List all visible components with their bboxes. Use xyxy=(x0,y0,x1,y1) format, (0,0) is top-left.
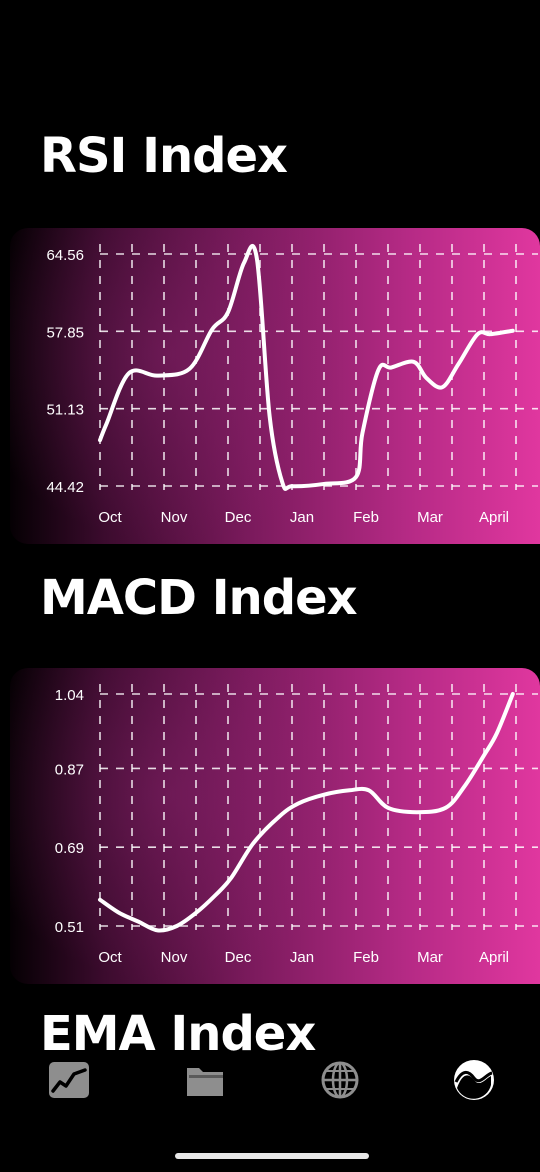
rsi-data-point xyxy=(280,481,284,485)
rsi-data-point xyxy=(322,482,326,486)
macd-data-point xyxy=(98,898,102,902)
tab-globe[interactable] xyxy=(318,1058,362,1102)
macd-data-point xyxy=(175,924,179,928)
macd-x-tick-label: Jan xyxy=(290,949,314,966)
rsi-x-tick-label: Jan xyxy=(290,509,314,526)
globe-icon xyxy=(321,1061,359,1099)
macd-data-point xyxy=(194,911,198,915)
tab-indicators[interactable] xyxy=(452,1058,496,1102)
rsi-y-tick-label: 57.85 xyxy=(46,324,84,341)
rsi-chart-card[interactable]: 64.56 57.85 51.13 44.42 Oct Nov Dec Jan Feb Mar Ap… xyxy=(10,228,540,544)
macd-y-tick-label: 0.69 xyxy=(55,840,84,857)
macd-x-tick-label: Mar xyxy=(417,949,443,966)
rsi-data-point xyxy=(488,332,492,336)
macd-data-point xyxy=(367,788,371,792)
macd-data-point xyxy=(156,928,160,932)
rsi-data-point xyxy=(242,261,246,265)
macd-data-point xyxy=(322,793,326,797)
rsi-data-point xyxy=(268,414,272,418)
rsi-data-point xyxy=(511,329,515,333)
rsi-x-tick-label: April xyxy=(479,509,509,526)
macd-chart: 1.04 0.87 0.69 0.51 Oct Nov Dec Jan Feb Mar April xyxy=(55,684,538,966)
rsi-data-point xyxy=(156,374,160,378)
rsi-data-point xyxy=(476,332,480,336)
macd-data-point xyxy=(495,731,499,735)
rsi-x-tick-label: Mar xyxy=(417,509,443,526)
rsi-y-tick-label: 64.56 xyxy=(46,247,84,264)
tab-chart[interactable] xyxy=(47,1058,91,1102)
rsi-data-point xyxy=(226,310,230,314)
wave-circle-icon xyxy=(454,1060,494,1100)
folder-icon xyxy=(187,1068,223,1096)
rsi-data-point xyxy=(188,367,192,371)
macd-data-point xyxy=(229,876,233,880)
macd-x-tick-label: April xyxy=(479,949,509,966)
macd-data-point xyxy=(296,801,300,805)
macd-section-title: MACD Index xyxy=(40,570,358,626)
macd-y-tick-label: 0.51 xyxy=(55,919,84,936)
rsi-data-point xyxy=(98,438,102,442)
macd-data-point xyxy=(415,810,419,814)
macd-data-point xyxy=(136,920,140,924)
rsi-x-tick-label: Nov xyxy=(161,509,188,526)
macd-data-point xyxy=(482,753,486,757)
macd-data-point xyxy=(386,806,390,810)
rsi-x-tick-label: Dec xyxy=(225,509,252,526)
rsi-chart: 64.56 57.85 51.13 44.42 Oct Nov Dec Jan Feb Mar Ap… xyxy=(46,244,538,526)
rsi-series-line xyxy=(98,244,515,491)
rsi-x-tick-label: Feb xyxy=(353,509,379,526)
rsi-data-point xyxy=(376,368,380,372)
rsi-y-tick-label: 51.13 xyxy=(46,402,84,419)
chart-icon xyxy=(49,1062,89,1098)
macd-x-tick-label: Dec xyxy=(225,949,252,966)
macd-x-tick-label: Nov xyxy=(161,949,188,966)
macd-data-point xyxy=(213,893,217,897)
rsi-data-point xyxy=(440,385,444,389)
rsi-y-tick-label: 44.42 xyxy=(46,479,84,496)
macd-data-point xyxy=(277,815,281,819)
macd-data-point xyxy=(463,784,467,788)
macd-y-tick-label: 0.87 xyxy=(55,761,84,778)
macd-y-tick-label: 1.04 xyxy=(55,687,84,704)
rsi-data-point xyxy=(127,371,131,375)
macd-x-tick-label: Feb xyxy=(353,949,379,966)
rsi-x-tick-label: Oct xyxy=(98,509,122,526)
ema-section-title: EMA Index xyxy=(40,1006,316,1062)
macd-series-line xyxy=(98,692,515,933)
rsi-data-point xyxy=(290,484,294,488)
tab-folder[interactable] xyxy=(183,1058,227,1102)
macd-data-point xyxy=(252,841,256,845)
rsi-data-point xyxy=(456,362,460,366)
rsi-data-point xyxy=(255,256,259,260)
macd-chart-card[interactable]: 1.04 0.87 0.69 0.51 Oct Nov Dec Jan Feb Mar April xyxy=(10,668,540,984)
macd-data-point xyxy=(444,806,448,810)
rsi-data-point xyxy=(360,431,364,435)
tab-bar xyxy=(0,1050,540,1110)
rsi-data-point xyxy=(412,360,416,364)
macd-x-tick-label: Oct xyxy=(98,949,122,966)
rsi-section-title: RSI Index xyxy=(40,128,288,184)
home-indicator[interactable] xyxy=(175,1153,369,1159)
rsi-data-point xyxy=(210,328,214,332)
macd-data-point xyxy=(117,911,121,915)
rsi-data-point xyxy=(354,475,358,479)
rsi-data-point xyxy=(104,422,108,426)
macd-data-point xyxy=(511,692,515,696)
rsi-data-point xyxy=(424,376,428,380)
macd-data-point xyxy=(348,788,352,792)
rsi-data-point xyxy=(389,366,393,370)
